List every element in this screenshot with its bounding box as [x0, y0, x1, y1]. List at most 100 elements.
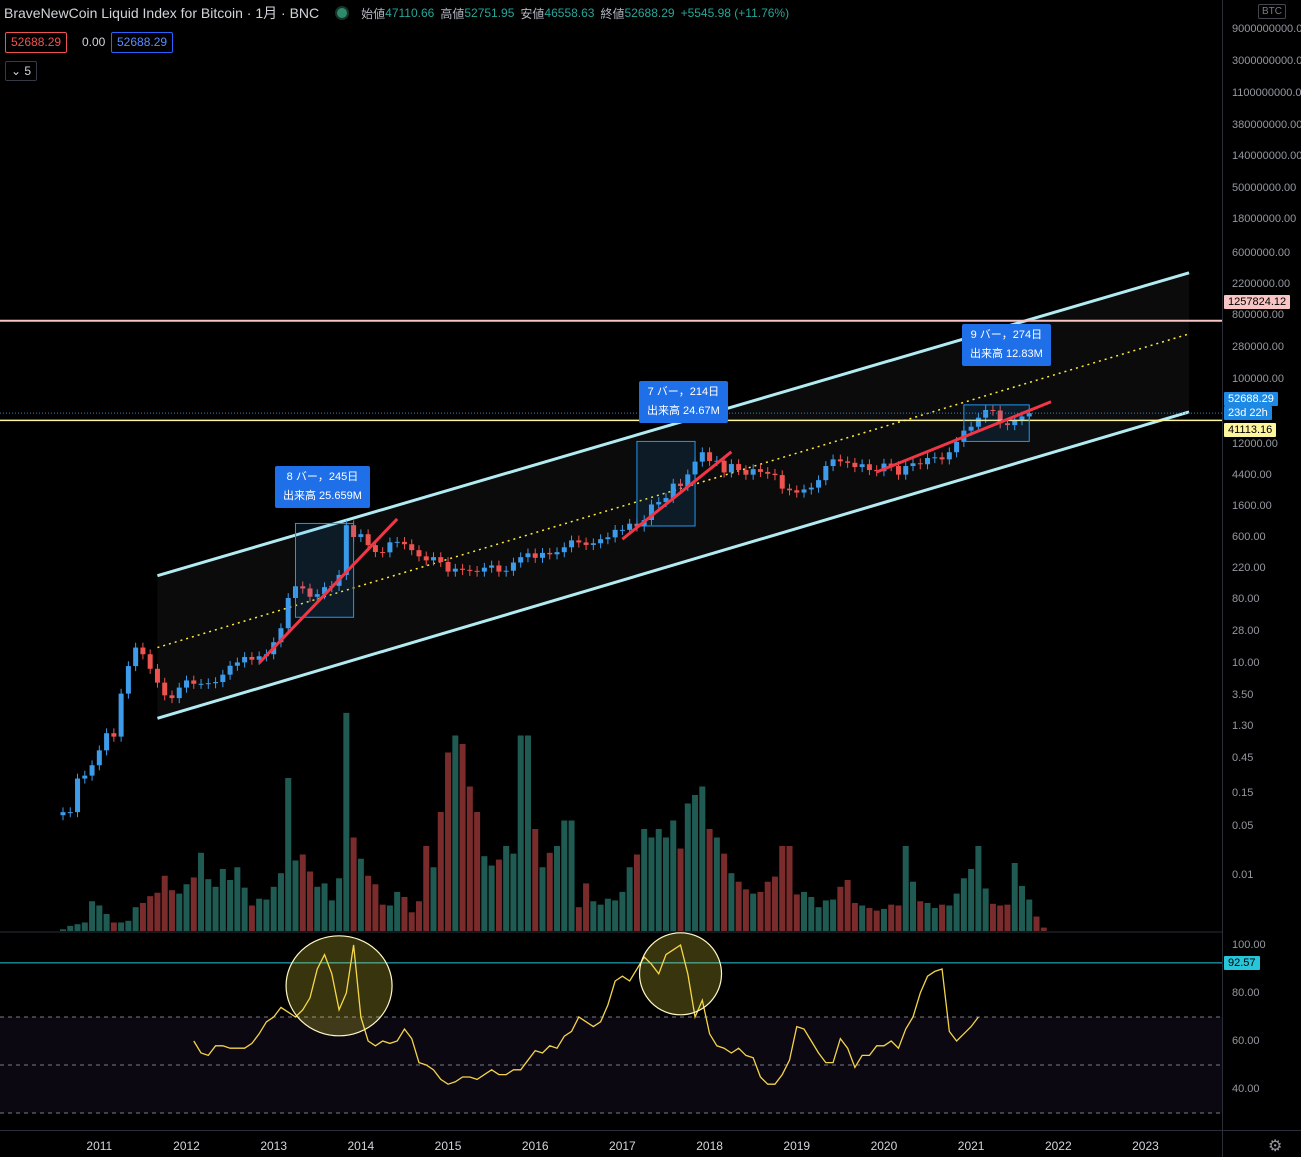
volume-bar [597, 904, 604, 931]
candle-body [343, 525, 349, 575]
volume-bar [190, 877, 197, 931]
candle-body [663, 498, 669, 503]
candle-body [104, 733, 110, 751]
symbol-title[interactable]: BraveNewCoin Liquid Index for Bitcoin · … [4, 5, 320, 21]
candle-body [627, 523, 633, 530]
volume-bar [161, 875, 168, 931]
volume-bar [677, 848, 684, 931]
indicators-toggle[interactable]: ⌄ 5 [5, 61, 38, 81]
price-tick-label: 18000000.00 [1232, 213, 1297, 225]
volume-bar [851, 902, 858, 931]
volume-bar [401, 897, 408, 931]
volume-bar [67, 925, 74, 931]
candle-body [576, 540, 582, 543]
time-tick-label: 2015 [434, 1139, 462, 1153]
volume-bar [118, 922, 125, 931]
candle-body [489, 565, 495, 568]
bars-range-annotation-2013[interactable]: 8 バー，245日 出来高 25.659M [275, 466, 370, 508]
chevron-down-icon: ⌄ [11, 64, 22, 78]
candle-body [590, 543, 596, 545]
market-status-icon [337, 8, 348, 18]
rsi-highlight-circle-2013 [285, 935, 393, 1037]
candle-body [365, 534, 371, 546]
candle-body [242, 656, 248, 663]
change-value: +5545.98 (+11.76%) [680, 6, 790, 20]
buy-price-box[interactable]: 52688.29 [111, 32, 174, 53]
last-price-tag: 52688.29 [1224, 392, 1278, 406]
volume-bar [350, 837, 357, 931]
candle-body [125, 666, 131, 694]
volume-bar [430, 867, 437, 931]
volume-bar [241, 887, 248, 931]
candle-body [213, 682, 219, 684]
price-tick-label: 3.50 [1232, 689, 1254, 701]
volume-bar [437, 812, 444, 931]
candle-body [648, 504, 654, 521]
volume-bar [60, 929, 66, 931]
volume-bar [706, 829, 713, 931]
candle-body [903, 466, 909, 475]
candle-body [75, 778, 81, 813]
candle-body [917, 463, 923, 465]
price-tick-label: 1.30 [1232, 720, 1254, 732]
volume-bar [735, 881, 742, 931]
high-value: 52751.95 [464, 6, 515, 20]
candle-body [227, 665, 233, 675]
price-tick-label: 9000000000.00 [1232, 23, 1301, 35]
candle-body [830, 459, 836, 467]
candle-body [794, 490, 800, 493]
volume-bar [248, 905, 255, 931]
volume-bar [917, 901, 924, 931]
sell-price-box[interactable]: 52688.29 [5, 32, 68, 53]
volume-bar [633, 854, 640, 931]
candle-body [300, 586, 306, 589]
volume-bar [292, 860, 299, 931]
volume-bar [234, 867, 241, 931]
volume-bar [321, 883, 328, 931]
price-tick-label: 1100000000.00 [1232, 87, 1301, 99]
volume-bar [808, 897, 815, 931]
volume-bar [1033, 916, 1040, 931]
candle-body [474, 570, 480, 572]
annotation-volume: 出来高 24.67M [647, 405, 720, 417]
candle-body [736, 464, 742, 471]
volume-bar [866, 908, 873, 931]
volume-bar [503, 846, 510, 931]
candle-body [510, 562, 516, 571]
rsi-tick-label: 60.00 [1232, 1035, 1260, 1047]
volume-bar [466, 786, 473, 931]
volume-bar [844, 880, 851, 931]
bars-range-annotation-2017[interactable]: 7 バー，214日 出来高 24.67M [639, 381, 728, 423]
volume-bar [910, 881, 917, 931]
volume-bar [147, 896, 154, 931]
candle-body [191, 680, 197, 684]
gear-icon[interactable]: ⚙ [1268, 1138, 1283, 1155]
candle-body [561, 547, 567, 553]
candle-body [721, 460, 727, 473]
volume-bar [662, 837, 669, 931]
price-tick-label: 50000000.00 [1232, 182, 1297, 194]
volume-bar [524, 735, 531, 931]
time-tick-label: 2012 [173, 1139, 200, 1153]
candle-body [743, 470, 749, 475]
candle-body [612, 529, 618, 538]
channel-upper-line [157, 271, 1190, 578]
volume-bar [1040, 927, 1047, 931]
volume-bar [641, 829, 648, 931]
volume-bar [873, 910, 880, 931]
volume-bar [314, 886, 321, 931]
candle-body [496, 565, 502, 572]
candle-body [387, 542, 393, 553]
candle-body [67, 812, 73, 814]
volume-bar [931, 908, 938, 931]
time-tick-label: 2011 [86, 1139, 113, 1153]
price-tick-label: 280000.00 [1232, 341, 1284, 353]
candle-body [111, 733, 117, 737]
high-label: 高値 [440, 6, 465, 21]
currency-badge[interactable]: BTC [1258, 4, 1286, 19]
candle-body [409, 544, 415, 551]
time-tick-label: 2016 [521, 1139, 549, 1153]
bars-range-annotation-2021[interactable]: 9 バー，274日 出来高 12.83M [962, 324, 1051, 366]
candle-body [816, 480, 822, 488]
